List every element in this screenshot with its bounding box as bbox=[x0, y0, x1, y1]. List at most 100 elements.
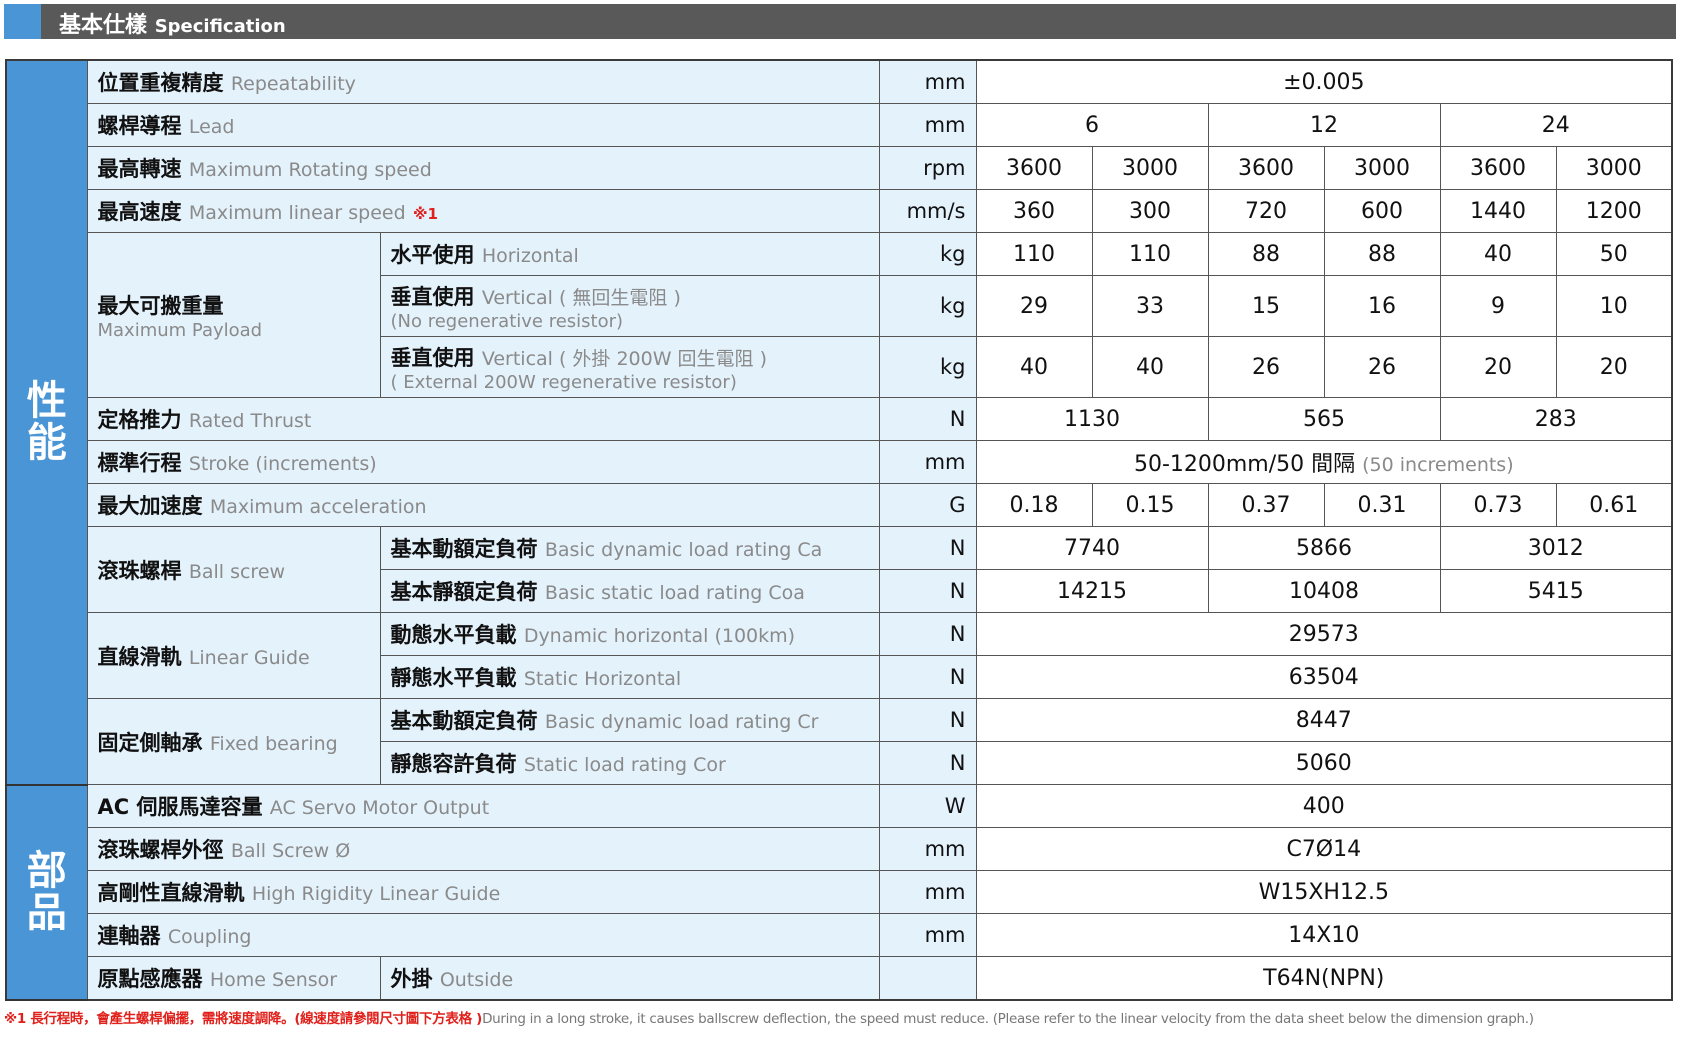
unit-cell: G bbox=[878, 483, 977, 527]
value-cell: T64N(NPN) bbox=[975, 956, 1673, 1001]
label-en: Fixed bearing bbox=[209, 732, 338, 755]
value-cell: 29 bbox=[975, 275, 1093, 337]
header-accent bbox=[4, 4, 41, 39]
label-zh: 滾珠螺桿外徑 bbox=[97, 838, 224, 862]
value-cell: 1200 bbox=[1555, 189, 1673, 233]
value-cell: 3000 bbox=[1091, 146, 1209, 190]
value-cell: 16 bbox=[1323, 275, 1441, 337]
row-label: 垂直使用 Vertical ( 外掛 200W 回生電阻 )( External… bbox=[379, 336, 880, 398]
value-cell: 0.61 bbox=[1555, 483, 1673, 527]
unit-cell: N bbox=[878, 741, 977, 785]
value-cell: 3000 bbox=[1555, 146, 1673, 190]
row-label: 高剛性直線滑軌 High Rigidity Linear Guide bbox=[86, 870, 880, 914]
value-cell: 3600 bbox=[1207, 146, 1325, 190]
value-cell: 88 bbox=[1323, 232, 1441, 276]
label-zh: 水平使用 bbox=[390, 243, 475, 267]
value-cell: 26 bbox=[1323, 336, 1441, 398]
label-zh: 滾珠螺桿 bbox=[97, 558, 182, 583]
unit-cell: N bbox=[878, 612, 977, 656]
label-zh: 位置重複精度 bbox=[97, 71, 224, 95]
row-label: 動態水平負載 Dynamic horizontal (100km) bbox=[379, 612, 880, 656]
unit-cell: mm bbox=[878, 913, 977, 957]
label-zh: 垂直使用 bbox=[390, 345, 475, 370]
label-en: Maximum Rotating speed bbox=[188, 159, 432, 181]
value-cell: 63504 bbox=[975, 655, 1673, 699]
label-en: AC Servo Motor Output bbox=[269, 797, 490, 819]
label-en-secondary: (No regenerative resistor) bbox=[390, 310, 624, 332]
label-zh: 垂直使用 bbox=[390, 284, 475, 309]
header-title: 基本仕樣 Specification bbox=[59, 7, 286, 39]
unit-cell: mm bbox=[878, 870, 977, 914]
label-en: Outside bbox=[439, 969, 514, 991]
table-row: 最大可搬重量 Maximum Payload 水平使用 Horizontal kg 1… bbox=[6, 232, 1673, 398]
unit-cell: N bbox=[878, 569, 977, 613]
value-cell: 15 bbox=[1207, 275, 1325, 337]
value-cell: 40 bbox=[1439, 232, 1557, 276]
table-row: 性能 位置重複精度 Repeatability mm ±0.005 bbox=[5, 59, 1673, 786]
label-en: Maximum linear speed bbox=[188, 202, 406, 224]
label-zh: 基本靜額定負荷 bbox=[390, 580, 538, 604]
unit-cell: mm/s bbox=[878, 189, 977, 233]
value-cell: 40 bbox=[975, 336, 1093, 398]
value-cell: 1440 bbox=[1439, 189, 1557, 233]
unit-cell: kg bbox=[878, 232, 977, 276]
unit-cell: mm bbox=[878, 827, 977, 871]
label-zh: 固定側軸承 bbox=[97, 730, 203, 755]
section-header: 基本仕樣 Specification bbox=[4, 4, 1676, 39]
unit-cell bbox=[878, 956, 977, 1001]
value-cell: 0.15 bbox=[1091, 483, 1209, 527]
value-cell: 0.37 bbox=[1207, 483, 1325, 527]
table-row: 高剛性直線滑軌 High Rigidity Linear Guide mm W15X… bbox=[6, 870, 1673, 914]
label-en: Repeatability bbox=[230, 73, 356, 95]
table-row: 滾珠螺桿 Ball screw 基本動額定負荷 Basic dynamic loa… bbox=[6, 526, 1673, 613]
value-cell: 33 bbox=[1091, 275, 1209, 337]
table-row: 原點感應器 Home Sensor 外掛 Outside T64N(NPN) bbox=[6, 956, 1673, 1001]
row-label: 最大可搬重量 Maximum Payload bbox=[86, 232, 381, 398]
value-cell: 9 bbox=[1439, 275, 1557, 337]
label-en: Horizontal bbox=[481, 245, 579, 267]
label-en: Rated Thrust bbox=[188, 410, 312, 432]
table-row: 直線滑軌 Linear Guide 動態水平負載 Dynamic horizont… bbox=[6, 612, 1673, 699]
row-label: 位置重複精度 Repeatability bbox=[86, 59, 880, 104]
value-cell: 0.18 bbox=[975, 483, 1093, 527]
table-row: 靜態水平負載 Static Horizontal N 63504 bbox=[6, 655, 1673, 699]
label-zh: 定格推力 bbox=[97, 408, 182, 432]
unit-cell: N bbox=[878, 526, 977, 570]
row-label: 直線滑軌 Linear Guide bbox=[86, 612, 381, 699]
unit-cell: kg bbox=[878, 336, 977, 398]
label-zh: 最高轉速 bbox=[97, 157, 182, 181]
value-cell: 6 bbox=[975, 103, 1209, 147]
label-zh: 連軸器 bbox=[97, 924, 161, 948]
label-en: Ball screw bbox=[188, 560, 286, 583]
footnote-zh: ※1 長行程時，會產生螺桿偏擺，需將速度調降。(線速度請參閱尺寸圖下方表格 ) bbox=[4, 1011, 483, 1027]
section-label-performance: 性能 bbox=[5, 59, 88, 786]
footnote-marker: ※1 bbox=[412, 205, 438, 223]
value-cell: 29573 bbox=[975, 612, 1673, 656]
label-en: Home Sensor bbox=[209, 969, 338, 991]
table-row: 垂直使用 Vertical ( 外掛 200W 回生電阻 )( External… bbox=[6, 336, 1673, 398]
value-cell: 5866 bbox=[1207, 526, 1441, 570]
value-cell: ±0.005 bbox=[975, 59, 1673, 104]
label-zh: 螺桿導程 bbox=[97, 114, 182, 138]
value-cell: 24 bbox=[1439, 103, 1673, 147]
label-en: Ball Screw Ø bbox=[230, 840, 351, 862]
table-row: 垂直使用 Vertical ( 無回生電阻 ) (No regenerative … bbox=[6, 275, 1673, 337]
unit-cell: rpm bbox=[878, 146, 977, 190]
title-zh: 基本仕樣 bbox=[59, 13, 148, 38]
value-main: 50-1200mm/50 間隔 bbox=[1133, 452, 1356, 477]
value-cell: 5060 bbox=[975, 741, 1673, 785]
value-cell: 283 bbox=[1439, 397, 1673, 441]
value-cell: C7Ø14 bbox=[975, 827, 1673, 871]
value-cell: 1130 bbox=[975, 397, 1209, 441]
value-cell: 40 bbox=[1091, 336, 1209, 398]
table-row: 螺桿導程 Lead mm 6 12 24 bbox=[6, 103, 1673, 147]
label-en: Static Horizontal bbox=[523, 668, 682, 690]
label-en: Linear Guide bbox=[188, 646, 310, 669]
value-cell: 20 bbox=[1439, 336, 1557, 398]
table-row: 最高轉速 Maximum Rotating speed rpm 3600 3000 36… bbox=[6, 146, 1673, 190]
row-label: AC 伺服馬達容量 AC Servo Motor Output bbox=[86, 784, 880, 828]
value-cell: 12 bbox=[1207, 103, 1441, 147]
unit-cell: N bbox=[878, 655, 977, 699]
value-cell: 50 bbox=[1555, 232, 1673, 276]
value-cell: 3600 bbox=[975, 146, 1093, 190]
